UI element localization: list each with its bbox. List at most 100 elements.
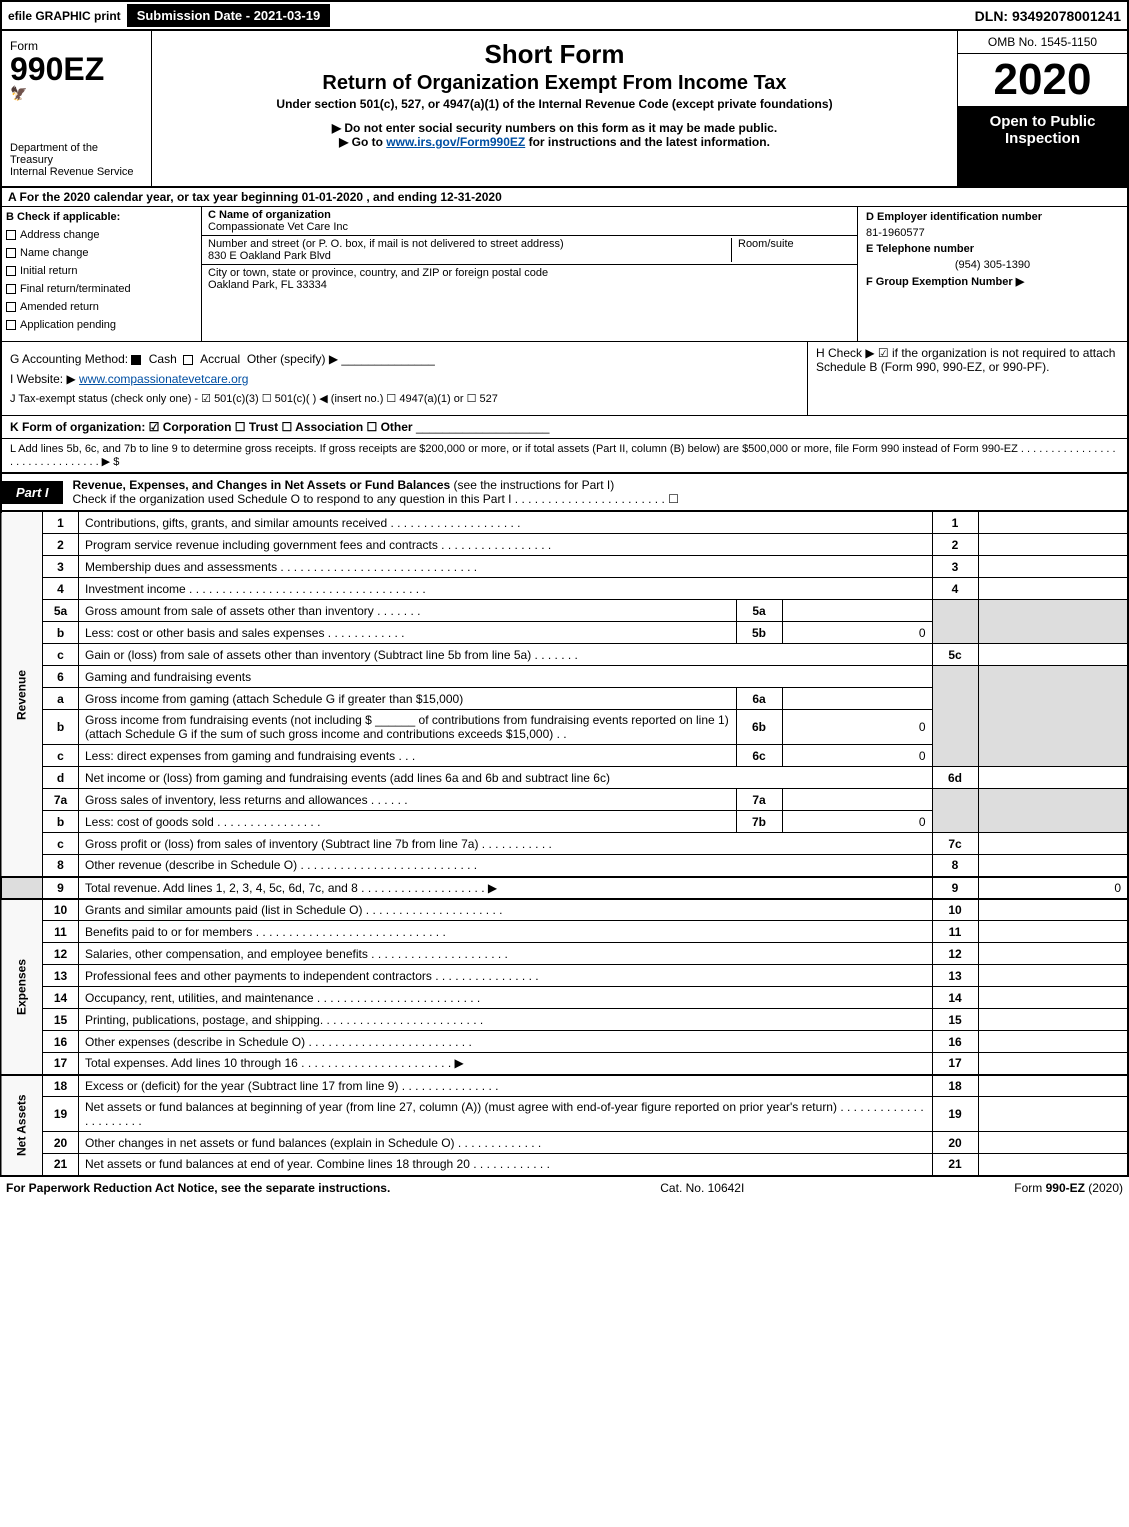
ln-19: 19 [43,1097,79,1132]
val-15 [978,1009,1128,1031]
subtitle-ssn-warning: ▶ Do not enter social security numbers o… [162,121,947,135]
val-10 [978,899,1128,921]
mid-5b: 5b [736,622,782,644]
chk-final-return[interactable] [6,284,16,294]
ln-7c: c [43,833,79,855]
row-l: L Add lines 5b, 6c, and 7b to line 9 to … [0,439,1129,473]
box-11: 11 [932,921,978,943]
val-5c [978,644,1128,666]
e-tel-label: E Telephone number [866,243,1119,255]
box-7c: 7c [932,833,978,855]
desc-7a: Gross sales of inventory, less returns a… [79,789,737,811]
chk-address-change[interactable] [6,230,16,240]
val-4 [978,578,1128,600]
footer-right: Form 990-EZ (2020) [1014,1181,1123,1195]
box-20: 20 [932,1132,978,1154]
opt-cash: Cash [149,352,177,366]
desc-15: Printing, publications, postage, and shi… [79,1009,933,1031]
submission-pill: Submission Date - 2021-03-19 [127,4,331,27]
org-address: 830 E Oakland Park Blvd [208,250,731,262]
chk-application-pending[interactable] [6,320,16,330]
box-15: 15 [932,1009,978,1031]
footer-left: For Paperwork Reduction Act Notice, see … [6,1181,390,1195]
desc-11: Benefits paid to or for members . . . . … [79,921,933,943]
ln-6: 6 [43,666,79,688]
val-9: 0 [978,877,1128,899]
val-12 [978,943,1128,965]
ln-5b: b [43,622,79,644]
desc-7b: Less: cost of goods sold . . . . . . . .… [79,811,737,833]
opt-accrual: Accrual [200,352,240,366]
opt-application-pending: Application pending [20,319,116,331]
ln-15: 15 [43,1009,79,1031]
mid-6a: 6a [736,688,782,710]
desc-6b: Gross income from fundraising events (no… [79,710,737,745]
ln-2: 2 [43,534,79,556]
ln-16: 16 [43,1031,79,1053]
chk-initial-return[interactable] [6,266,16,276]
ln-6b: b [43,710,79,745]
desc-6b-1: Gross income from fundraising events (no… [85,713,372,727]
part1-header: Part I Revenue, Expenses, and Changes in… [0,473,1129,511]
val-18 [978,1075,1128,1097]
desc-13: Professional fees and other payments to … [79,965,933,987]
room-suite-label: Room/suite [731,238,851,262]
val-19 [978,1097,1128,1132]
midval-5a [782,600,932,622]
desc-6d: Net income or (loss) from gaming and fun… [79,767,933,789]
desc-8: Other revenue (describe in Schedule O) .… [79,855,933,877]
desc-5a: Gross amount from sale of assets other t… [79,600,737,622]
val-11 [978,921,1128,943]
val-3 [978,556,1128,578]
desc-5c: Gain or (loss) from sale of assets other… [79,644,933,666]
ln-7a: 7a [43,789,79,811]
part1-table: Revenue 1 Contributions, gifts, grants, … [0,511,1129,1177]
expenses-side-label: Expenses [1,899,43,1075]
opt-other-specify: Other (specify) ▶ [247,352,338,366]
irs-link[interactable]: www.irs.gov/Form990EZ [386,135,525,149]
val-16 [978,1031,1128,1053]
box-18: 18 [932,1075,978,1097]
c-name-label: C Name of organization [208,209,851,221]
part1-title-rest: (see the instructions for Part I) [454,478,615,492]
subtitle-goto: ▶ Go to www.irs.gov/Form990EZ for instru… [162,135,947,149]
ln-20: 20 [43,1132,79,1154]
tel-value: (954) 305-1390 [866,259,1119,271]
desc-10: Grants and similar amounts paid (list in… [79,899,933,921]
opt-address-change: Address change [20,229,100,241]
mid-7a: 7a [736,789,782,811]
part1-title: Revenue, Expenses, and Changes in Net As… [73,478,451,492]
box-5c: 5c [932,644,978,666]
ln-21: 21 [43,1154,79,1176]
desc-6c: Less: direct expenses from gaming and fu… [79,745,737,767]
title-short-form: Short Form [162,39,947,70]
box-2: 2 [932,534,978,556]
val-21 [978,1154,1128,1176]
chk-amended-return[interactable] [6,302,16,312]
chk-accrual[interactable] [183,355,193,365]
val-17 [978,1053,1128,1075]
tax-year: 2020 [958,54,1127,107]
desc-16: Other expenses (describe in Schedule O) … [79,1031,933,1053]
val-1 [978,512,1128,534]
desc-2: Program service revenue including govern… [79,534,933,556]
mid-6b: 6b [736,710,782,745]
box-10: 10 [932,899,978,921]
midval-7a [782,789,932,811]
form-number: 990EZ [10,53,143,85]
val-8 [978,855,1128,877]
ln-9: 9 [43,877,79,899]
website-link[interactable]: www.compassionatevetcare.org [79,372,248,386]
box-6d: 6d [932,767,978,789]
ln-1: 1 [43,512,79,534]
box-14: 14 [932,987,978,1009]
val-7c [978,833,1128,855]
top-bar: efile GRAPHIC print Submission Date - 20… [0,0,1129,31]
h-check-text: H Check ▶ ☑ if the organization is not r… [807,342,1127,415]
box-9: 9 [932,877,978,899]
chk-cash[interactable] [131,355,141,365]
chk-name-change[interactable] [6,248,16,258]
desc-7c: Gross profit or (loss) from sales of inv… [79,833,933,855]
subtitle-section: Under section 501(c), 527, or 4947(a)(1)… [162,97,947,111]
midval-7b: 0 [782,811,932,833]
